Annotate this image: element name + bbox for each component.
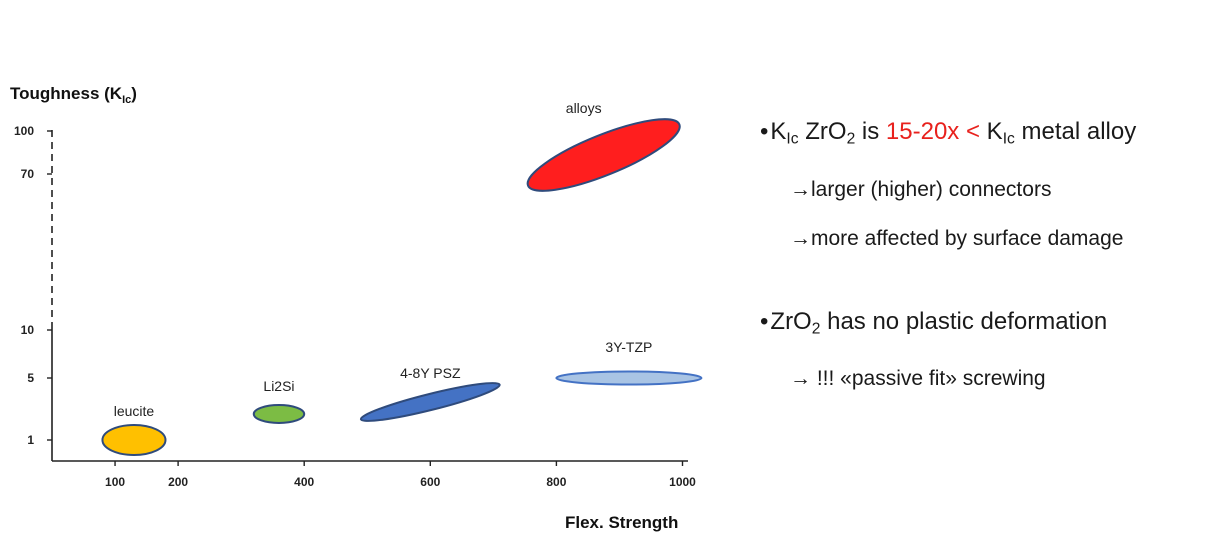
y-tick-label: 10 bbox=[21, 323, 35, 337]
region-label-3y-tzp: 3Y-TZP bbox=[605, 339, 652, 355]
y-axis-title: Toughness (KIc) bbox=[10, 84, 137, 106]
y-tick-label: 5 bbox=[27, 371, 34, 385]
x-tick-label: 600 bbox=[420, 475, 440, 489]
bullet-plastic: •ZrO2 has no plastic deformation bbox=[760, 308, 1108, 338]
region-label-li2si: Li2Si bbox=[263, 378, 294, 394]
region-alloys bbox=[526, 118, 681, 192]
x-tick-label: 400 bbox=[294, 475, 314, 489]
x-tick-label: 1000 bbox=[669, 475, 696, 489]
y-tick-label: 70 bbox=[21, 167, 35, 181]
x-tick-label: 200 bbox=[168, 475, 188, 489]
region-label-4-8y-psz: 4-8Y PSZ bbox=[400, 365, 461, 381]
chart: Toughness (KIc) 1 5 10 70 100 100 200 400 600 80… bbox=[10, 84, 703, 532]
x-tick-label: 100 bbox=[105, 475, 125, 489]
x-tick-label: 800 bbox=[546, 475, 566, 489]
sub-surface-damage: →more affected by surface damage bbox=[790, 227, 1124, 250]
region-label-leucite: leucite bbox=[114, 403, 155, 419]
region-3y-tzp bbox=[555, 370, 703, 386]
y-tick-label: 100 bbox=[14, 124, 34, 138]
sub-passive-fit: → !!! «passive fit» screwing bbox=[790, 367, 1046, 390]
notes-panel: •KIc ZrO2 is 15-20x < KIc metal alloy →l… bbox=[760, 0, 1210, 559]
region-4-8y-psz bbox=[359, 382, 501, 422]
bullet-toughness: •KIc ZrO2 is 15-20x < KIc metal alloy bbox=[760, 118, 1137, 148]
region-label-alloys: alloys bbox=[566, 100, 602, 116]
region-leucite bbox=[101, 424, 167, 456]
region-li2si bbox=[252, 404, 306, 424]
x-axis-title: Flex. Strength bbox=[565, 513, 678, 532]
y-tick-label: 1 bbox=[27, 433, 34, 447]
sub-connectors: →larger (higher) connectors bbox=[790, 178, 1052, 201]
